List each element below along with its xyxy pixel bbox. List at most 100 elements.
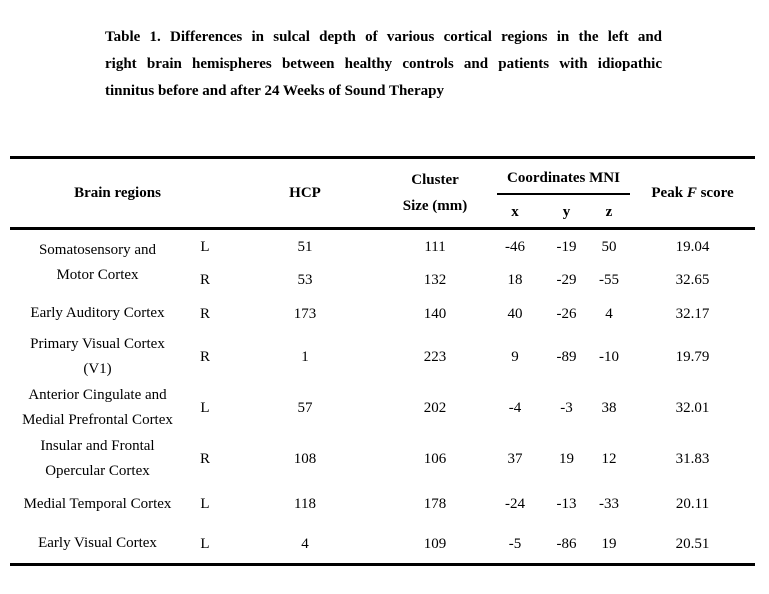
column-header-coordinates-mni: Coordinates MNI [485,158,631,198]
caption-line-3: tinnitus before and after 24 Weeks of So… [105,83,444,99]
header-row-2: x y z [10,198,755,229]
table-row: Anterior Cingulate and Medial Prefrontal… [10,382,755,434]
column-header-brain-regions: Brain regions [74,185,161,201]
cell-region: Anterior Cingulate and Medial Prefrontal… [10,382,185,434]
column-header-peak-f-score: Peak F score [630,158,755,229]
table-row: Early Auditory Cortex R 173 140 40 -26 4… [10,296,755,332]
cell-region: Insular and Frontal Opercular Cortex [10,434,185,484]
table-row: R 53 132 18 -29 -55 32.65 [10,264,755,296]
region-name-line: Early Visual Cortex [38,535,157,552]
cell-x: 18 [507,271,523,288]
cell-hcp: 57 [297,399,313,416]
cell-hcp: 4 [301,535,309,552]
caption-line-2: right brain hemispheres between healthy … [105,56,662,72]
cell-peak-f: 20.51 [675,535,710,552]
header-row-1: Brain regions HCP Cluster Size (mm) Coor… [10,158,755,215]
coordinates-mni-label: Coordinates MNI [497,169,631,195]
cell-hemisphere: L [200,535,210,552]
cell-z: 38 [601,399,617,416]
cell-peak-f: 32.65 [675,271,710,288]
cell-hemisphere: R [200,450,211,467]
cell-region: Somatosensory and Motor Cortex [10,227,185,296]
cell-hcp: 51 [225,227,386,264]
cell-cluster-size: 140 [423,305,447,322]
cell-y: -29 [556,271,577,288]
region-name-line: Anterior Cingulate and [28,386,167,403]
cell-cluster-size: 178 [423,496,447,512]
table-header: Brain regions HCP Cluster Size (mm) Coor… [10,158,756,229]
column-header-z: z [605,204,613,221]
column-header-hcp: HCP [289,185,321,201]
table-row: Somatosensory and Motor Cortex L 51 111 … [10,227,756,296]
cell-x: 9 [511,348,519,365]
cell-y: -89 [556,348,577,365]
cell-hcp: 1 [301,348,309,365]
cluster-header-line-2: Size (mm) [402,198,468,214]
cell-x: 40 [507,305,523,322]
table-row: Insular and Frontal Opercular Cortex R 1… [10,434,755,484]
cell-y: -13 [556,496,577,512]
cell-hemisphere: R [200,305,211,322]
cell-peak-f: 31.83 [675,450,710,467]
table-caption: Table 1. Differences in sulcal depth of … [105,24,662,105]
cell-region: Early Auditory Cortex [10,296,185,332]
region-name-line: Somatosensory and [38,241,157,258]
cell-region: Primary Visual Cortex (V1) [10,332,185,382]
peak-label-suffix: score [696,185,734,201]
table-row: Early Visual Cortex L 4 109 -5 -86 19 20… [10,525,755,565]
cell-peak-f: 19.04 [630,227,756,264]
cell-z: 4 [605,305,613,322]
cell-cluster-size: 106 [423,450,447,467]
cell-region: Medial Temporal Cortex [10,484,185,525]
cell-hemisphere: L [200,399,210,416]
peak-label-prefix: Peak [651,185,687,201]
table-row: Medial Temporal Cortex L 118 178 -24 -13… [10,484,755,525]
region-name-line: Early Auditory Cortex [30,305,165,321]
cell-hcp: 118 [294,496,316,512]
region-name-line: Motor Cortex [56,266,139,283]
cell-hemisphere: R [200,348,211,365]
cell-region: Early Visual Cortex [10,525,185,565]
cell-y: -3 [560,399,573,416]
cell-x: -4 [508,399,522,416]
cell-z: 50 [588,227,631,264]
cell-hemisphere: L [200,496,210,512]
cell-y: -86 [556,535,577,552]
cell-cluster-size: 109 [423,535,447,552]
results-table: Brain regions HCP Cluster Size (mm) Coor… [10,156,756,566]
cell-z: -33 [599,496,620,512]
region-name-line: Medial Prefrontal Cortex [22,411,173,428]
cell-cluster-size: 132 [423,271,447,288]
cell-x: -5 [508,535,522,552]
caption-line-1: Table 1. Differences in sulcal depth of … [105,29,662,45]
cell-hemisphere: R [200,271,211,288]
cell-hcp: 173 [293,305,317,322]
region-name-line: Medial Temporal Cortex [23,495,172,512]
cell-cluster-size: 223 [423,348,447,365]
cell-hcp: 53 [297,271,313,288]
table-row: Primary Visual Cortex (V1) R 1 223 9 -89… [10,332,755,382]
cell-x: -46 [485,227,546,264]
cell-z: 19 [601,535,617,552]
cluster-header-line-1: Cluster [411,172,459,188]
region-name-line: (V1) [83,360,112,377]
cell-x: 37 [507,450,523,467]
cell-z: -10 [599,348,620,365]
cell-peak-f: 32.17 [675,305,710,322]
cell-z: 12 [601,450,617,467]
cell-x: -24 [505,496,526,512]
column-header-x: x [511,204,519,221]
table-body: Somatosensory and Motor Cortex L 51 111 … [10,227,756,565]
column-header-cluster-size: Cluster Size (mm) [385,158,485,229]
cell-peak-f: 19.79 [675,348,710,365]
cell-cluster-size: 202 [423,399,447,416]
cell-hemisphere: L [185,227,226,264]
region-name-line: Insular and Frontal [40,437,155,454]
cell-y: -26 [556,305,577,322]
region-name-line: Primary Visual Cortex [30,335,165,352]
cell-z: -55 [599,271,620,288]
f-statistic-symbol: F [686,185,697,201]
cell-cluster-size: 111 [385,227,486,264]
column-header-y: y [562,204,571,221]
cell-y: -19 [545,227,589,264]
